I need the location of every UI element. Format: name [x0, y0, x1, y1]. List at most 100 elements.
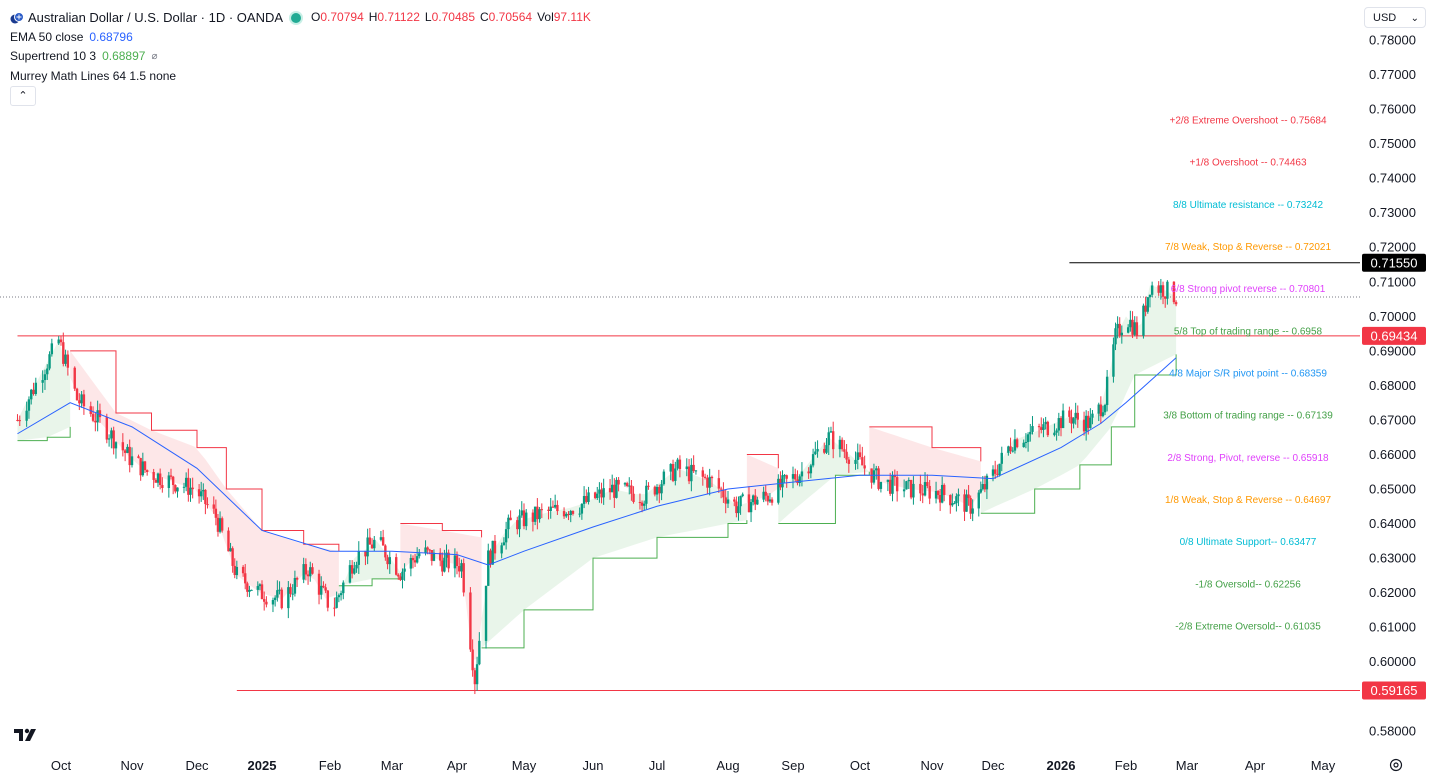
candle-body	[1118, 323, 1121, 336]
x-tick-label: Mar	[381, 758, 404, 773]
candle-body	[110, 430, 113, 439]
candle-body	[936, 490, 940, 496]
candle-body	[703, 476, 707, 478]
candle-body	[751, 495, 755, 503]
market-status-icon[interactable]	[291, 12, 302, 23]
candle-body	[653, 486, 657, 495]
candle-body	[265, 601, 268, 605]
candle-body	[280, 589, 283, 609]
candle-body	[1129, 319, 1132, 328]
candle-body	[979, 489, 982, 493]
candle-body	[562, 511, 566, 517]
candle-body	[827, 432, 830, 446]
candle-body	[754, 495, 757, 505]
data-window-icon[interactable]: ⌀	[151, 51, 158, 62]
candle-body	[1089, 417, 1092, 428]
candle-body	[320, 585, 323, 595]
candle-body	[676, 459, 679, 469]
chevron-up-icon: ⌃	[18, 90, 28, 102]
candle-body	[593, 492, 597, 499]
candle-body	[46, 368, 49, 375]
candle-body	[1061, 410, 1065, 429]
candle-body	[1044, 421, 1047, 425]
candle-body	[1166, 281, 1169, 299]
candle-body	[669, 464, 672, 472]
candle-body	[582, 495, 586, 504]
candle-body	[409, 557, 413, 569]
murrey-indicator-row[interactable]: Murrey Math Lines 64 1.5 none	[10, 67, 596, 87]
supertrend-fill-up	[338, 540, 401, 595]
close-value: 0.70564	[488, 10, 533, 24]
candle-body	[302, 564, 305, 580]
y-tick-label: 0.72000	[1369, 240, 1416, 255]
candle-body	[487, 550, 490, 586]
candle-body	[80, 394, 83, 404]
candle-body	[971, 508, 974, 514]
candle-body	[888, 479, 892, 494]
candle-body	[43, 374, 47, 381]
candle-body	[278, 589, 281, 591]
candle-body	[1055, 430, 1058, 433]
candle-body	[293, 577, 297, 594]
candle-body	[647, 485, 650, 487]
supertrend-fill-down	[746, 454, 779, 503]
candle-body	[969, 498, 972, 514]
candle-body	[733, 499, 736, 502]
supertrend-indicator-row[interactable]: Supertrend 10 3 0.68897 ⌀	[10, 47, 596, 67]
candle-body	[655, 486, 659, 495]
candle-body	[1074, 412, 1077, 419]
candle-body	[34, 382, 38, 394]
candle-body	[863, 465, 866, 469]
y-tick-label: 0.58000	[1369, 723, 1416, 738]
supertrend-fill-down	[869, 426, 981, 507]
murrey-line-label: 0/8 Ultimate Support-- 0.63477	[1180, 537, 1317, 548]
supertrend-line-down	[400, 523, 483, 538]
candle-body	[685, 466, 688, 470]
candle-body	[206, 504, 209, 506]
tradingview-logo-icon[interactable]	[14, 727, 40, 743]
candle-body	[143, 461, 147, 471]
y-tick-label: 0.61000	[1369, 620, 1416, 635]
candle-body	[630, 485, 633, 494]
price-tag-label: 0.59165	[1371, 683, 1418, 698]
candle-body	[176, 487, 179, 492]
settings-icon[interactable]	[1388, 757, 1404, 773]
candle-body	[502, 542, 506, 546]
candle-body	[928, 485, 931, 499]
candle-body	[1148, 294, 1152, 298]
candle-body	[977, 492, 980, 509]
candle-body	[364, 551, 367, 557]
candle-body	[741, 494, 744, 496]
currency-selector[interactable]: USD ⌄	[1364, 7, 1426, 28]
price-axis[interactable]: 0.71550 0.69434 0.59165 0.78000 0.77000 0.760…	[1362, 33, 1426, 739]
candle-body	[829, 431, 833, 433]
ema-indicator-row[interactable]: EMA 50 close 0.68796	[10, 28, 596, 48]
candle-body	[726, 499, 730, 504]
candle-body	[126, 446, 129, 453]
candle-body	[923, 482, 927, 496]
candle-body	[643, 503, 646, 506]
time-axis[interactable]: Oct Nov Dec 2025 Feb Mar Apr May Jun Jul Aug Sep Oct…	[51, 758, 1336, 773]
horizontal-levels-layer	[0, 262, 1360, 692]
candle-body	[943, 484, 946, 496]
volume-label: Vol	[537, 10, 554, 24]
candle-body	[342, 582, 345, 594]
high-label: H	[368, 10, 378, 24]
candle-body	[322, 585, 325, 588]
candle-body	[777, 478, 780, 503]
symbol-title[interactable]: Australian Dollar / U.S. Dollar · 1D · O…	[28, 10, 284, 25]
candle-body	[235, 566, 239, 576]
candle-body	[333, 607, 336, 609]
candle-body	[587, 492, 590, 502]
candle-body	[287, 587, 290, 609]
candle-body	[441, 560, 444, 572]
collapse-legend-button[interactable]: ⌃	[10, 86, 36, 106]
candle-body	[197, 489, 201, 497]
candle-body	[940, 484, 944, 503]
candle-body	[66, 354, 70, 368]
candle-body	[692, 464, 695, 472]
candle-body	[762, 491, 765, 500]
candle-body	[373, 539, 376, 549]
y-tick-label: 0.73000	[1369, 205, 1416, 220]
